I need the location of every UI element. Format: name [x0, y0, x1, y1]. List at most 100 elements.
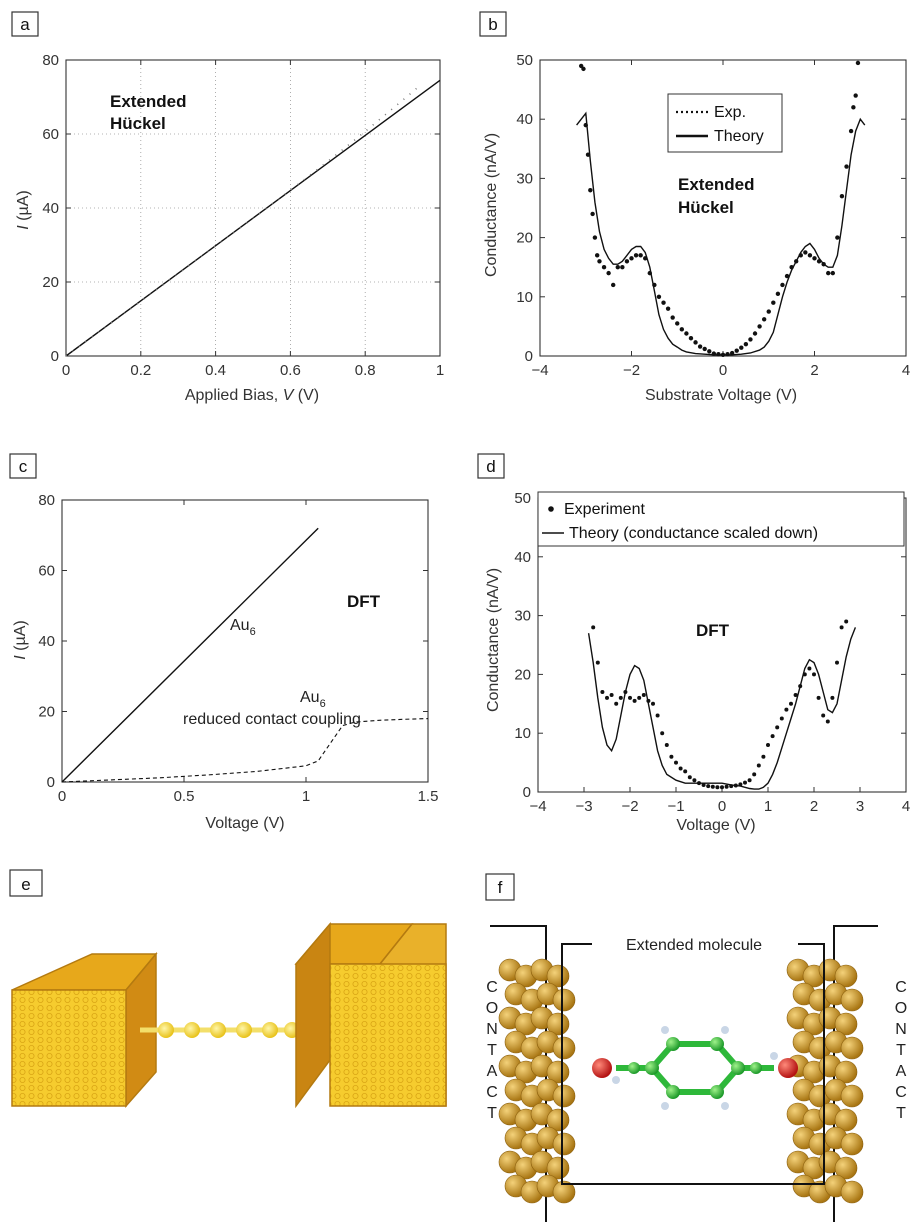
y-axis-label-b: Conductance (nA/V)	[483, 133, 500, 277]
data-point	[780, 282, 785, 288]
y-axis-label-c: I (µA)	[12, 620, 29, 659]
data-point	[789, 701, 793, 706]
contact-letter: C	[895, 979, 907, 996]
series-line-1	[576, 111, 866, 356]
plot-area-c: 0 0.5 1 1.5 0 20 40 60 80	[38, 492, 438, 805]
panel-label-e: e	[21, 875, 30, 894]
legend-b-theory-label: Theory	[714, 128, 764, 145]
contact-letter: C	[486, 1084, 498, 1101]
data-point	[693, 340, 698, 345]
panel-label-f: f	[498, 878, 503, 897]
panel-label-a: a	[20, 15, 30, 34]
data-point	[807, 666, 812, 671]
x-axis-label-a-suffix: (V)	[293, 387, 319, 404]
data-point	[594, 253, 600, 258]
x-tick-label: 2	[810, 362, 818, 379]
data-point	[839, 193, 845, 199]
contact-letter: T	[896, 1105, 906, 1122]
data-point	[661, 300, 666, 305]
data-point	[687, 775, 692, 780]
x-tick-label: 1.5	[418, 788, 439, 805]
y-tick-label: 40	[42, 200, 59, 217]
data-point	[844, 619, 849, 624]
data-point	[812, 256, 817, 261]
data-point	[628, 695, 632, 700]
left-gold-cube	[11, 951, 158, 1108]
data-point	[688, 336, 694, 341]
x-tick-label: −2	[621, 798, 638, 815]
data-point	[835, 660, 839, 665]
data-point	[591, 625, 596, 630]
chart-a: a 0 0.2 0.4 0.6 0.8 1 0 20 40 60 80 Extended Hücke…	[11, 11, 444, 404]
x-tick-label: 3	[856, 798, 864, 815]
y-tick-label: 60	[42, 126, 59, 143]
x-tick-label: 0	[718, 798, 726, 815]
data-point	[679, 327, 685, 332]
data-point	[620, 265, 625, 270]
y-tick-label: 20	[514, 666, 531, 683]
curve-label-c2: Au6	[300, 689, 326, 710]
data-point	[701, 782, 706, 787]
curve-label-c2-line2: reduced contact coupling	[183, 711, 361, 728]
data-point	[715, 785, 720, 790]
x-axis-label-d: Voltage (V)	[676, 817, 755, 834]
gold-atom	[834, 1012, 858, 1036]
data-point	[702, 346, 707, 352]
chain-atom	[158, 1022, 174, 1038]
panel-label-box-e	[9, 869, 43, 897]
data-point	[588, 188, 593, 193]
data-point	[784, 273, 790, 279]
illustration-e: e	[9, 869, 447, 1109]
contact-letter: T	[487, 1042, 497, 1059]
data-point	[609, 692, 614, 697]
y-tick-label: 80	[42, 52, 59, 69]
data-point	[615, 265, 620, 270]
y-tick-label: 60	[38, 563, 55, 580]
chain-atom	[210, 1022, 226, 1038]
contact-letter: T	[896, 1042, 906, 1059]
sulfur-atom-left	[592, 1058, 612, 1078]
panel-d: d −4 −3 −2 −1 0 1 2 3 4 0 10 20 30 40 50 Experiment Th…	[456, 440, 912, 840]
panel-a: a 0 0.2 0.4 0.6 0.8 1 0 20 40 60 80 Extended Hücke…	[0, 0, 456, 420]
gold-atom	[546, 1108, 570, 1132]
series-line-1	[61, 718, 429, 783]
data-point	[601, 265, 607, 270]
gold-atom	[552, 1180, 576, 1204]
data-point	[825, 719, 830, 724]
data-point	[848, 128, 854, 134]
gold-atom	[546, 1012, 570, 1036]
data-point	[684, 331, 689, 336]
panel-label-box-c	[9, 453, 37, 479]
data-point	[830, 695, 835, 700]
data-point	[853, 93, 858, 98]
gold-atom	[834, 1156, 858, 1180]
y-tick-label: 10	[514, 725, 531, 742]
y-axis-label-d: Conductance (nA/V)	[485, 568, 502, 712]
x-tick-label: 0.5	[174, 788, 195, 805]
data-point	[706, 784, 711, 789]
x-tick-label: 4	[902, 798, 910, 815]
data-point	[637, 695, 642, 700]
bdt-molecule	[592, 1026, 798, 1110]
data-point	[821, 713, 826, 718]
gold-atom	[840, 1036, 864, 1060]
panel-c: c 0 0.5 1 1.5 0 20 40 60 80 DFT Au6 Au6 reduced …	[0, 440, 456, 840]
y-tick-label: 20	[516, 230, 533, 247]
data-point	[606, 270, 611, 276]
data-point	[632, 698, 637, 703]
panel-label-c: c	[19, 457, 28, 476]
illustration-f: f Extended molecule	[485, 873, 907, 1222]
chain-atom	[184, 1022, 200, 1038]
box-title-background	[592, 930, 798, 958]
data-point	[697, 344, 703, 349]
annotation-a-line2: Hückel	[110, 114, 166, 133]
x-tick-label: 0	[58, 788, 66, 805]
data-point	[597, 259, 602, 264]
y-tick-label: 40	[514, 549, 531, 566]
curve-label-c2-sub: 6	[320, 698, 326, 710]
annotation-d: DFT	[696, 621, 730, 640]
data-point	[784, 707, 789, 712]
y-tick-label: 10	[516, 289, 533, 306]
